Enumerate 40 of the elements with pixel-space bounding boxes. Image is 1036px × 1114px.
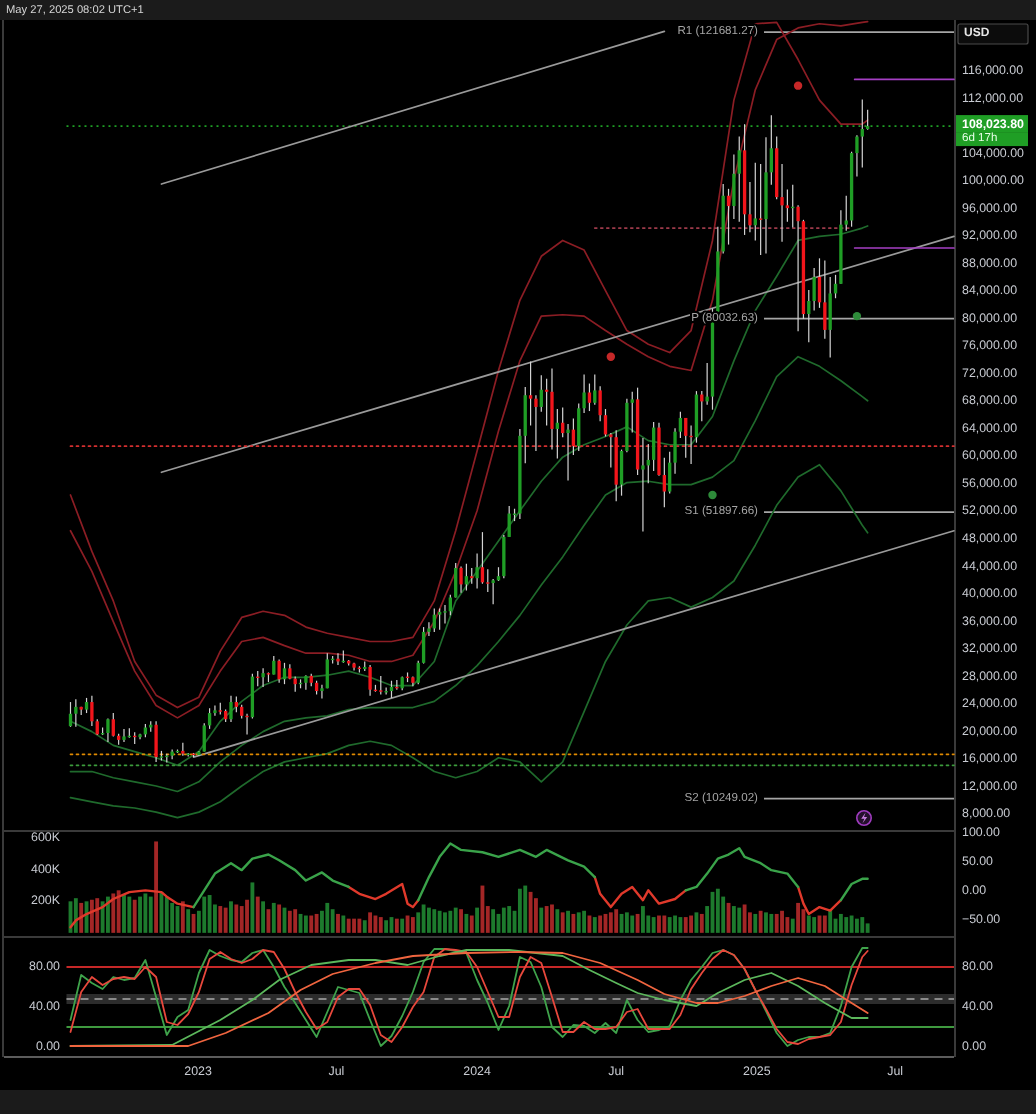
candlestick [614, 429, 618, 502]
candlestick [593, 373, 597, 406]
candlestick [272, 655, 276, 676]
candlestick [437, 607, 442, 631]
candlestick [502, 534, 506, 579]
candlestick [684, 417, 688, 459]
candlestick [823, 259, 827, 340]
line-series [69, 889, 195, 929]
candlestick [587, 382, 592, 412]
candlestick [74, 698, 78, 728]
line-series [593, 875, 687, 909]
line-series [684, 846, 800, 892]
candlestick [122, 728, 126, 743]
candlestick [90, 695, 94, 727]
line-series [796, 885, 843, 916]
line-series [192, 853, 350, 909]
line-series [347, 882, 420, 909]
point [852, 311, 862, 321]
candlestick [566, 423, 570, 482]
candlestick [379, 675, 383, 696]
candlestick [641, 437, 645, 533]
candlestick [368, 664, 372, 697]
candlestick [154, 720, 158, 763]
line-series [69, 355, 869, 793]
candlestick [277, 658, 281, 684]
candlestick [229, 695, 233, 723]
point [793, 81, 803, 90]
candlestick [475, 552, 479, 590]
candlestick [480, 531, 485, 585]
candlestick [550, 367, 554, 451]
candlestick [261, 667, 265, 688]
point [606, 352, 616, 361]
candlestick [828, 276, 832, 358]
candlestick [459, 565, 463, 594]
candlestick [304, 674, 308, 691]
candlestick [737, 135, 741, 223]
line-series [69, 225, 869, 767]
line-series [417, 842, 596, 902]
point [708, 490, 717, 500]
line-series [69, 463, 869, 819]
